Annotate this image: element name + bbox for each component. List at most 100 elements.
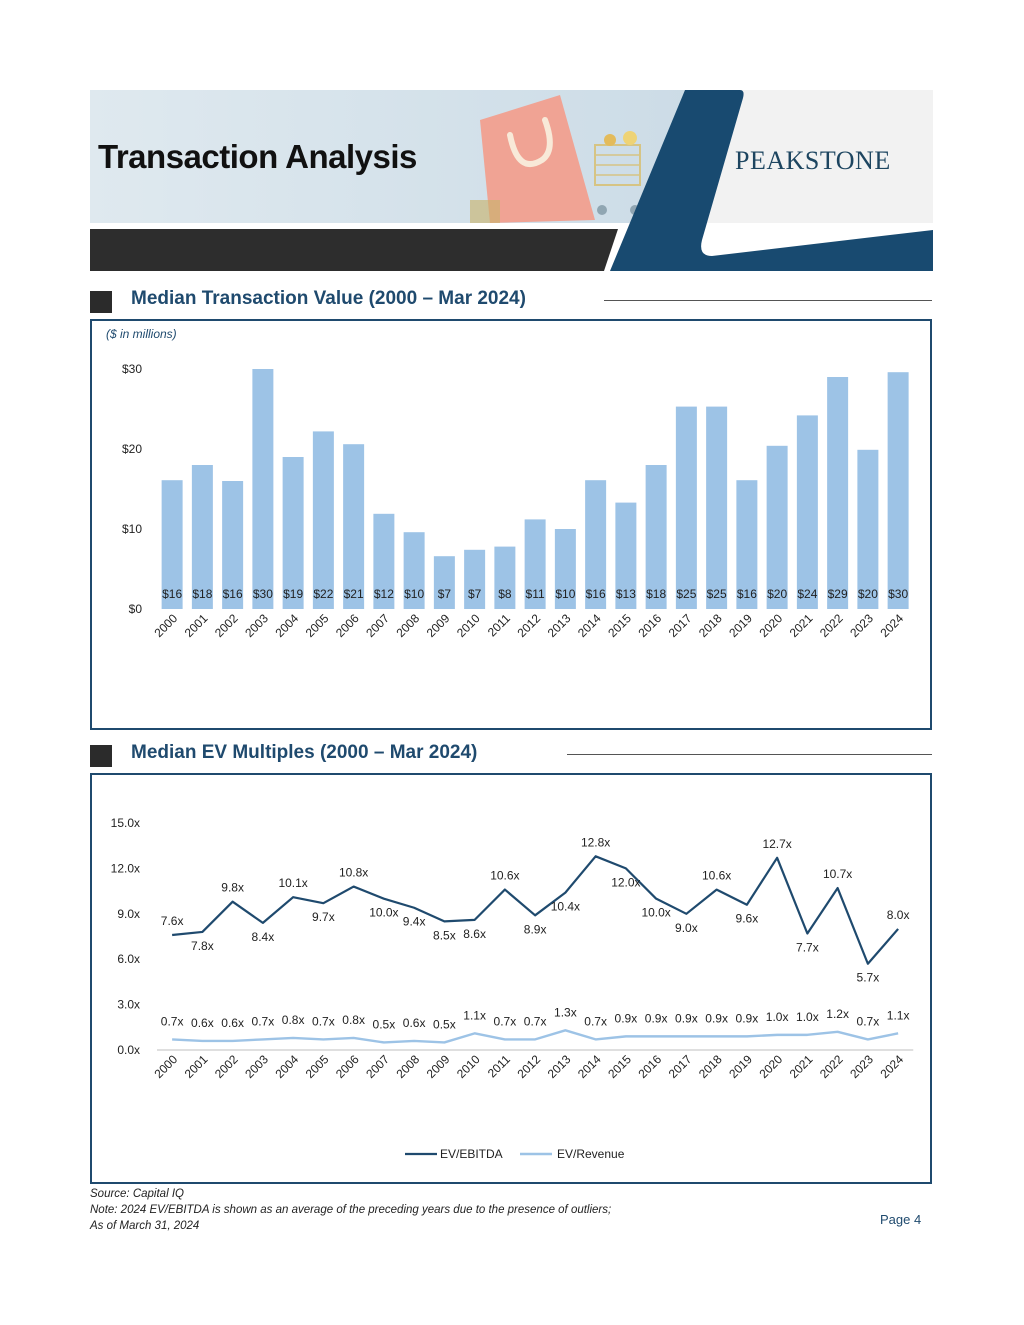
x-tick-label: 2016 [635, 611, 664, 640]
bar [191, 465, 213, 609]
section-header-multiples: Median EV Multiples (2000 – Mar 2024) [90, 742, 932, 770]
ev-ebitda-label: 7.7x [796, 940, 819, 954]
bar [887, 372, 909, 609]
x-tick-label: 2015 [605, 1052, 634, 1081]
bar-data-label: $18 [192, 587, 212, 601]
x-tick-label: 2005 [303, 611, 332, 640]
ev-revenue-label: 1.1x [463, 1008, 486, 1022]
bar [615, 502, 637, 609]
ev-ebitda-label: 10.8x [339, 866, 368, 880]
bar [403, 532, 425, 609]
ev-revenue-label: 0.9x [615, 1011, 638, 1025]
x-tick-label: 2011 [485, 611, 513, 639]
bar [796, 415, 818, 609]
bar-data-label: $25 [676, 587, 696, 601]
section-title-value: Median Transaction Value (2000 – Mar 202… [131, 288, 526, 309]
x-tick-label: 2022 [817, 1052, 846, 1081]
bar [675, 406, 697, 609]
ev-revenue-label: 0.5x [433, 1017, 456, 1031]
x-tick-label: 2022 [817, 611, 846, 640]
y-tick-label: 12.0x [111, 861, 140, 875]
bar [585, 480, 607, 609]
outlier-note: Note: 2024 EV/EBITDA is shown as an aver… [90, 1204, 612, 1216]
ev-revenue-label: 0.7x [524, 1014, 547, 1028]
ev-revenue-line [172, 1029, 899, 1044]
ev-revenue-label: 0.7x [312, 1014, 335, 1028]
x-tick-label: 2018 [696, 611, 725, 640]
ev-ebitda-label: 7.6x [161, 914, 184, 928]
bar-data-label: $22 [313, 587, 333, 601]
section-flag-icon [90, 745, 112, 767]
y-tick-label: 6.0x [117, 952, 140, 966]
y-tick-label: 15.0x [111, 816, 140, 830]
section-header-value: Median Transaction Value (2000 – Mar 202… [90, 288, 932, 316]
x-tick-label: 2014 [575, 611, 604, 640]
bar-data-label: $16 [223, 587, 243, 601]
x-tick-label: 2012 [514, 611, 543, 640]
x-tick-label: 2001 [182, 611, 211, 640]
ev-ebitda-label: 10.6x [490, 869, 519, 883]
y-tick-label: $30 [122, 362, 142, 376]
source-note: Source: Capital IQ [90, 1188, 184, 1200]
bar [343, 444, 365, 609]
ev-ebitda-label: 10.1x [278, 876, 307, 890]
ev-ebitda-label: 5.7x [857, 971, 880, 985]
bar-data-label: $11 [526, 587, 545, 601]
x-tick-label: 2002 [212, 1052, 241, 1081]
ev-revenue-label: 0.8x [282, 1013, 305, 1027]
y-tick-label: 3.0x [117, 998, 140, 1012]
ev-ebitda-label: 10.4x [551, 900, 580, 914]
ev-ebitda-label: 9.7x [312, 910, 335, 924]
ev-ebitda-label: 12.7x [762, 837, 791, 851]
bar-data-label: $10 [404, 587, 424, 601]
bar-data-label: $10 [555, 587, 575, 601]
ev-revenue-label: 1.0x [766, 1010, 789, 1024]
bar-data-label: $16 [737, 587, 757, 601]
ev-revenue-label: 0.9x [705, 1011, 728, 1025]
bar-data-label: $7 [438, 587, 452, 601]
ev-revenue-label: 0.5x [373, 1017, 396, 1031]
bar-data-label: $16 [586, 587, 606, 601]
bar-data-label: $16 [162, 587, 182, 601]
shopping-bag-icon [480, 95, 595, 223]
legend-label-ev-ebitda: EV/EBITDA [440, 1147, 503, 1161]
x-tick-label: 2015 [605, 611, 634, 640]
ev-revenue-label: 0.9x [645, 1011, 668, 1025]
ev-revenue-label: 1.2x [826, 1007, 849, 1021]
x-tick-label: 2005 [303, 1052, 332, 1081]
y-tick-label: $0 [129, 602, 143, 616]
bar [766, 445, 788, 609]
bar-data-label: $30 [888, 587, 908, 601]
ev-ebitda-label: 8.9x [524, 922, 547, 936]
value-chart-panel: ($ in millions) $0 $10 $20 $30 $16 2000 $18 200… [90, 319, 932, 730]
x-tick-label: 2004 [272, 611, 301, 640]
ev-ebitda-label: 9.0x [675, 921, 698, 935]
x-tick-label: 2000 [151, 611, 180, 640]
bar [282, 457, 304, 609]
bar [554, 529, 576, 609]
x-tick-label: 2013 [545, 1052, 574, 1081]
brand-logo: PEAKSTONE [735, 146, 891, 175]
x-tick-label: 2007 [363, 1052, 392, 1081]
bar [373, 513, 395, 609]
bar-data-label: $20 [767, 587, 787, 601]
ev-ebitda-label: 9.8x [221, 881, 244, 895]
bar-data-label: $20 [858, 587, 878, 601]
legend-label-ev-revenue: EV/Revenue [557, 1147, 625, 1161]
ev-revenue-label: 0.9x [736, 1011, 759, 1025]
ev-ebitda-label: 10.0x [641, 906, 670, 920]
ev-revenue-label: 1.3x [554, 1005, 577, 1019]
bar [706, 406, 728, 609]
x-tick-label: 2019 [726, 1052, 755, 1081]
page-number: Page 4 [880, 1212, 922, 1227]
bar [222, 481, 244, 609]
ev-ebitda-label: 10.6x [702, 869, 731, 883]
bar [736, 480, 758, 609]
ev-ebitda-label: 9.4x [403, 915, 426, 929]
ev-revenue-label: 0.7x [584, 1014, 607, 1028]
x-tick-label: 2017 [666, 1052, 695, 1081]
x-tick-label: 2011 [485, 1052, 513, 1080]
x-tick-label: 2024 [877, 611, 906, 640]
bar-data-label: $18 [646, 587, 666, 601]
bar [464, 549, 486, 609]
